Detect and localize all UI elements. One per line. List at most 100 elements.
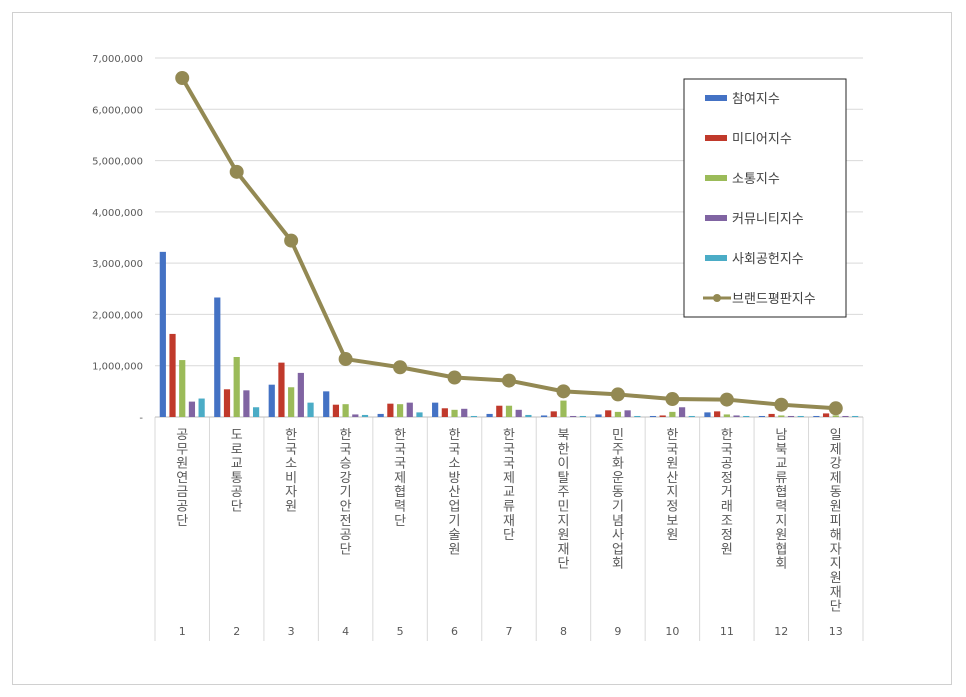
legend-swatch: [705, 255, 727, 261]
legend-swatch: [705, 175, 727, 181]
brand-line-point: [338, 352, 353, 367]
rank-label: 13: [829, 625, 843, 638]
brand-line-point: [610, 387, 625, 402]
bar-참여지수: [432, 402, 439, 417]
bar-참여지수: [758, 415, 766, 417]
brand-line-point: [774, 397, 789, 412]
bar-참여지수: [377, 413, 384, 417]
bar-사회공헌지수: [852, 415, 859, 417]
bar-소통지수: [179, 360, 186, 417]
y-axis: - 1,000,000 2,000,000 3,000,000 4,000,000 5,0…: [92, 54, 143, 424]
bar-소통지수: [288, 387, 295, 417]
bar-미디어지수: [605, 410, 612, 417]
y-tick-label: 4,000,000: [92, 208, 143, 219]
brand-line-point: [229, 164, 244, 179]
bar-미디어지수: [550, 411, 557, 417]
bar-커뮤니티지수: [515, 409, 522, 417]
y-tick-label: 2,000,000: [92, 310, 143, 321]
bar-소통지수: [560, 400, 567, 417]
bar-사회공헌지수: [307, 402, 314, 417]
bar-커뮤니티지수: [297, 372, 304, 417]
bar-커뮤니티지수: [733, 415, 740, 417]
legend-label: 커뮤니티지수: [732, 212, 804, 227]
bar-참여지수: [813, 415, 820, 417]
bar-미디어지수: [332, 404, 340, 417]
bar-사회공헌지수: [470, 415, 478, 417]
rank-label: 6: [451, 625, 458, 638]
bar-사회공헌지수: [361, 414, 369, 417]
rank-label: 5: [397, 625, 404, 638]
brand-line-point: [175, 71, 190, 86]
legend-label: 소통지수: [732, 172, 780, 187]
bar-커뮤니티지수: [188, 401, 196, 417]
bar-커뮤니티지수: [243, 390, 250, 417]
brand-line-point: [502, 373, 516, 388]
bar-커뮤니티지수: [570, 415, 577, 417]
y-tick-label: 5,000,000: [92, 157, 143, 168]
legend-label: 사회공헌지수: [732, 252, 804, 267]
rank-label: 4: [342, 625, 349, 638]
bar-커뮤니티지수: [624, 410, 631, 417]
bar-미디어지수: [387, 403, 394, 417]
bar-미디어지수: [278, 362, 285, 417]
bar-소통지수: [451, 409, 458, 417]
legend-swatch: [705, 215, 727, 221]
brand-line-point: [556, 384, 571, 399]
legend-label: 브랜드평판지수: [732, 292, 816, 307]
bar-사회공헌지수: [634, 415, 641, 417]
bar-소통지수: [669, 411, 676, 417]
chart-frame: - 1,000,000 2,000,000 3,000,000 4,000,000 5,0…: [12, 12, 952, 685]
bar-소통지수: [723, 414, 730, 417]
bar-미디어지수: [441, 408, 448, 417]
legend-swatch: [705, 95, 727, 101]
bar-참여지수: [268, 384, 275, 417]
rank-label: 3: [288, 625, 295, 638]
bar-사회공헌지수: [688, 415, 695, 417]
brand-line-point: [393, 360, 408, 375]
bar-참여지수: [540, 415, 548, 417]
bar-소통지수: [778, 415, 785, 417]
bar-미디어지수: [659, 415, 666, 417]
rank-label: 12: [774, 625, 788, 638]
bar-사회공헌지수: [743, 415, 750, 417]
bar-커뮤니티지수: [352, 414, 359, 417]
legend-label: 참여지수: [732, 92, 780, 107]
brand-reputation-chart: - 1,000,000 2,000,000 3,000,000 4,000,000 5,0…: [92, 54, 864, 641]
bar-커뮤니티지수: [678, 407, 686, 417]
bar-커뮤니티지수: [787, 415, 795, 417]
bar-참여지수: [595, 414, 602, 417]
brand-line-point: [828, 401, 843, 416]
bar-미디어지수: [768, 413, 775, 417]
bar-커뮤니티지수: [842, 415, 849, 417]
bar-참여지수: [159, 251, 166, 417]
bar-소통지수: [832, 415, 839, 417]
bar-미디어지수: [714, 411, 721, 417]
bar-소통지수: [342, 404, 349, 417]
legend-label: 미디어지수: [732, 132, 792, 147]
rank-label: 2: [233, 625, 240, 638]
bar-사회공헌지수: [797, 415, 804, 417]
rank-label: 9: [614, 625, 621, 638]
y-tick-label: -: [139, 413, 143, 424]
bar-참여지수: [649, 415, 657, 417]
bar-사회공헌지수: [579, 415, 586, 417]
brand-line-point: [665, 392, 680, 407]
rank-label: 8: [560, 625, 567, 638]
bar-소통지수: [396, 404, 404, 417]
brand-line-point: [447, 370, 462, 385]
bar-미디어지수: [822, 413, 830, 417]
rank-label: 10: [665, 625, 679, 638]
bar-사회공헌지수: [198, 398, 205, 417]
